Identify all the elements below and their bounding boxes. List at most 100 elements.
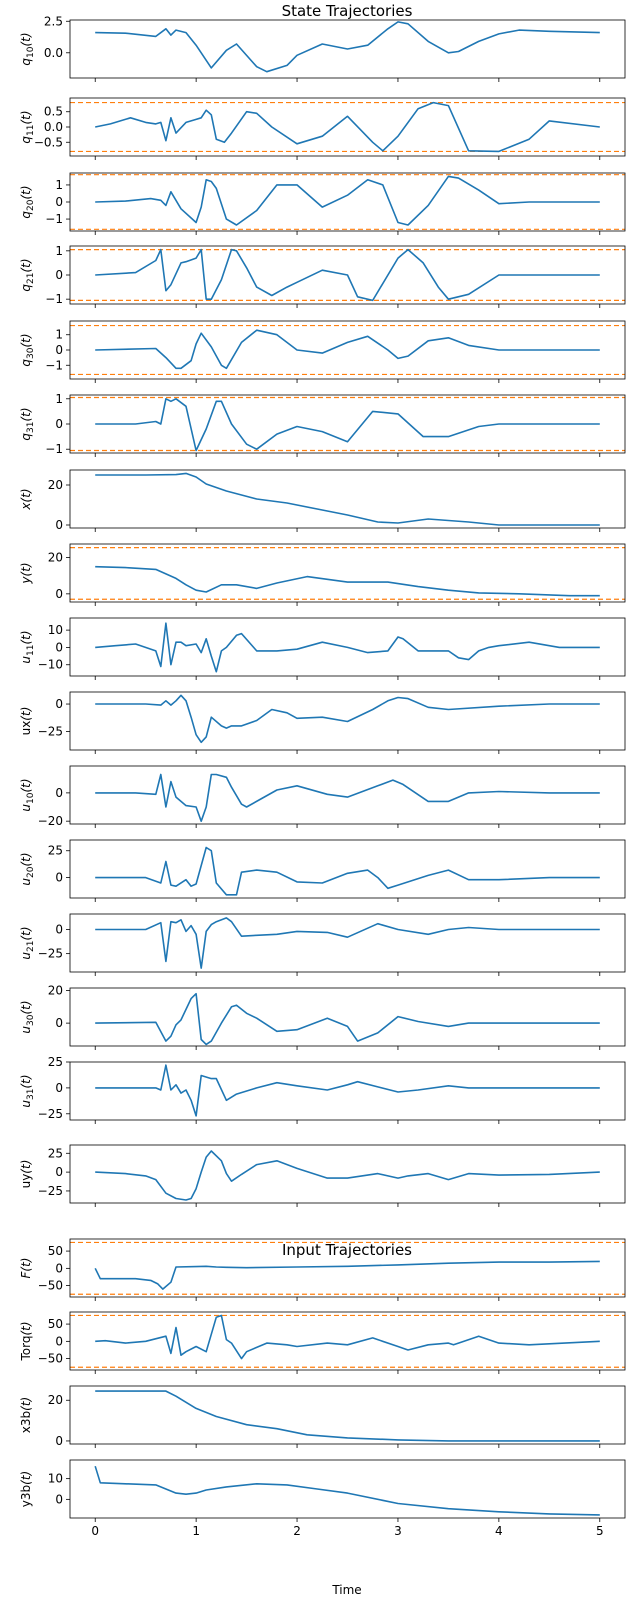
subplot-5: −101 q30(t): [19, 320, 626, 383]
y-tick-label: 0: [55, 343, 63, 357]
y-tick-label: 0: [55, 1016, 63, 1030]
axes-frame: [69, 19, 626, 79]
subplot-3: −1 0 1 q20(t): [19, 172, 626, 235]
y-tick-label: 50: [48, 1317, 63, 1331]
y-tick-label: 20: [48, 551, 63, 565]
series-line: [95, 992, 600, 1046]
y-tick-label: −1: [45, 358, 63, 372]
subplot-13: −25 0 u21(t): [19, 913, 626, 976]
y-axis-label: u30(t): [19, 1000, 36, 1033]
y-axis-label: q20(t): [19, 185, 36, 218]
series-line: [95, 21, 600, 73]
y-tick-label: 10: [48, 623, 63, 637]
subplot-18: −50 0 50 Torq(t): [19, 1311, 626, 1374]
y-tick-label: 0: [55, 1492, 63, 1506]
y-tick-label: 10: [48, 1472, 63, 1486]
y-tick-label: 25: [48, 1055, 63, 1069]
x-tick-label: 1: [192, 1524, 200, 1538]
y-axis-label: y(t): [19, 562, 33, 584]
subplot-11: −20 0 u10(t): [19, 765, 626, 828]
series-line: [94, 1465, 600, 1516]
input-title: Input Trajectories: [282, 1241, 412, 1259]
subplot-19: 0 20 x3b(t): [19, 1385, 626, 1448]
subplot-20: 0 10 0 1 2 3 4 5 y3b(t): [19, 1459, 626, 1538]
y-axis-label: y3b(t): [19, 1471, 33, 1507]
y-tick-label: 20: [48, 478, 63, 492]
y-tick-label: −0.5: [34, 135, 63, 149]
y-axis-label: q30(t): [19, 333, 36, 366]
subplots: 0.02.5q10(t)−0.50.00.5q11(t)−101q20(t)−1…: [19, 14, 626, 1538]
y-tick-label: −1: [45, 442, 63, 456]
axes-frame: [69, 469, 626, 529]
y-tick-label: 0: [55, 268, 63, 282]
subplot-16: −25 0 25 uy(t): [19, 1144, 626, 1207]
y-axis-label: F(t): [19, 1258, 33, 1279]
subplot-4: −1 0 1 q21(t): [19, 244, 626, 308]
y-tick-label: −1: [45, 212, 63, 226]
axes-frame: [69, 1385, 626, 1445]
y-tick-label: 1: [55, 178, 63, 192]
subplot-10: −25 0 ux(t): [19, 691, 626, 754]
axes-frame: [69, 1061, 626, 1121]
y-axis-label: u11(t): [19, 630, 36, 663]
y-tick-label: 0: [55, 1434, 63, 1448]
y-axis-label: u10(t): [19, 778, 36, 811]
series-line: [94, 1260, 600, 1290]
y-tick-label: 20: [48, 983, 63, 997]
x-tick-label: 2: [293, 1524, 301, 1538]
y-tick-label: 0: [55, 417, 63, 431]
subplot-17: −50 0 50 F(t): [19, 1238, 626, 1301]
axes-frame: [69, 913, 626, 973]
y-axis-label: q21(t): [19, 258, 36, 291]
y-tick-label: −50: [38, 1279, 63, 1293]
y-tick-label: −1: [45, 292, 63, 306]
subplot-14: 0 20 u30(t): [19, 983, 626, 1050]
y-tick-label: 0: [55, 587, 63, 601]
y-tick-label: −10: [38, 658, 63, 672]
axes-frame: [69, 765, 626, 825]
subplot-2: −0.50.00.5 q11(t): [19, 97, 626, 160]
y-tick-label: 0: [55, 1334, 63, 1348]
y-axis-label: u31(t): [19, 1074, 36, 1107]
series-line: [95, 846, 600, 896]
y-axis-label: q11(t): [19, 110, 36, 143]
series-line: [95, 1150, 600, 1201]
y-axis-label: Torq(t): [19, 1321, 33, 1361]
x-tick-label: 4: [495, 1524, 503, 1538]
series-line: [95, 694, 600, 744]
y-tick-label: 1: [55, 328, 63, 342]
y-tick-label: 2.5: [44, 14, 63, 28]
y-tick-label: 50: [48, 1244, 63, 1258]
x-tick-label: 0: [91, 1524, 99, 1538]
subplot-1: 0.0 2.5 q10(t): [19, 14, 626, 82]
x-tick-label: 3: [394, 1524, 402, 1538]
y-tick-label: 0: [55, 786, 63, 800]
subplot-8: 0 20 y(t): [19, 543, 626, 606]
y-tick-label: −25: [38, 1107, 63, 1121]
y-tick-label: −25: [38, 1184, 63, 1198]
series-line: [95, 1314, 600, 1360]
y-tick-label: −25: [38, 724, 63, 738]
y-tick-label: 0: [55, 922, 63, 936]
y-axis-label: uy(t): [19, 1160, 33, 1189]
y-tick-label: 1: [55, 392, 63, 406]
series-line: [95, 917, 600, 969]
y-tick-label: 0.5: [44, 105, 63, 119]
x-tick-label: 5: [596, 1524, 604, 1538]
y-axis-label: q31(t): [19, 407, 36, 440]
subplot-15: −25 0 25 u31(t): [19, 1055, 626, 1124]
series-line: [95, 248, 600, 302]
series-line: [95, 101, 600, 153]
subplot-7: 0 20 x(t): [19, 469, 626, 532]
series-line: [95, 622, 600, 673]
series-line: [95, 175, 600, 226]
series-line: [95, 397, 600, 452]
y-axis-label: x(t): [19, 488, 33, 510]
series-line: [95, 329, 600, 370]
y-tick-label: 0.0: [44, 120, 63, 134]
series-line: [95, 773, 600, 823]
y-tick-label: 0: [55, 1165, 63, 1179]
y-tick-label: 0: [55, 871, 63, 885]
subplot-6: −1 0 1 q31(t): [19, 392, 626, 457]
y-tick-label: −20: [38, 814, 63, 828]
